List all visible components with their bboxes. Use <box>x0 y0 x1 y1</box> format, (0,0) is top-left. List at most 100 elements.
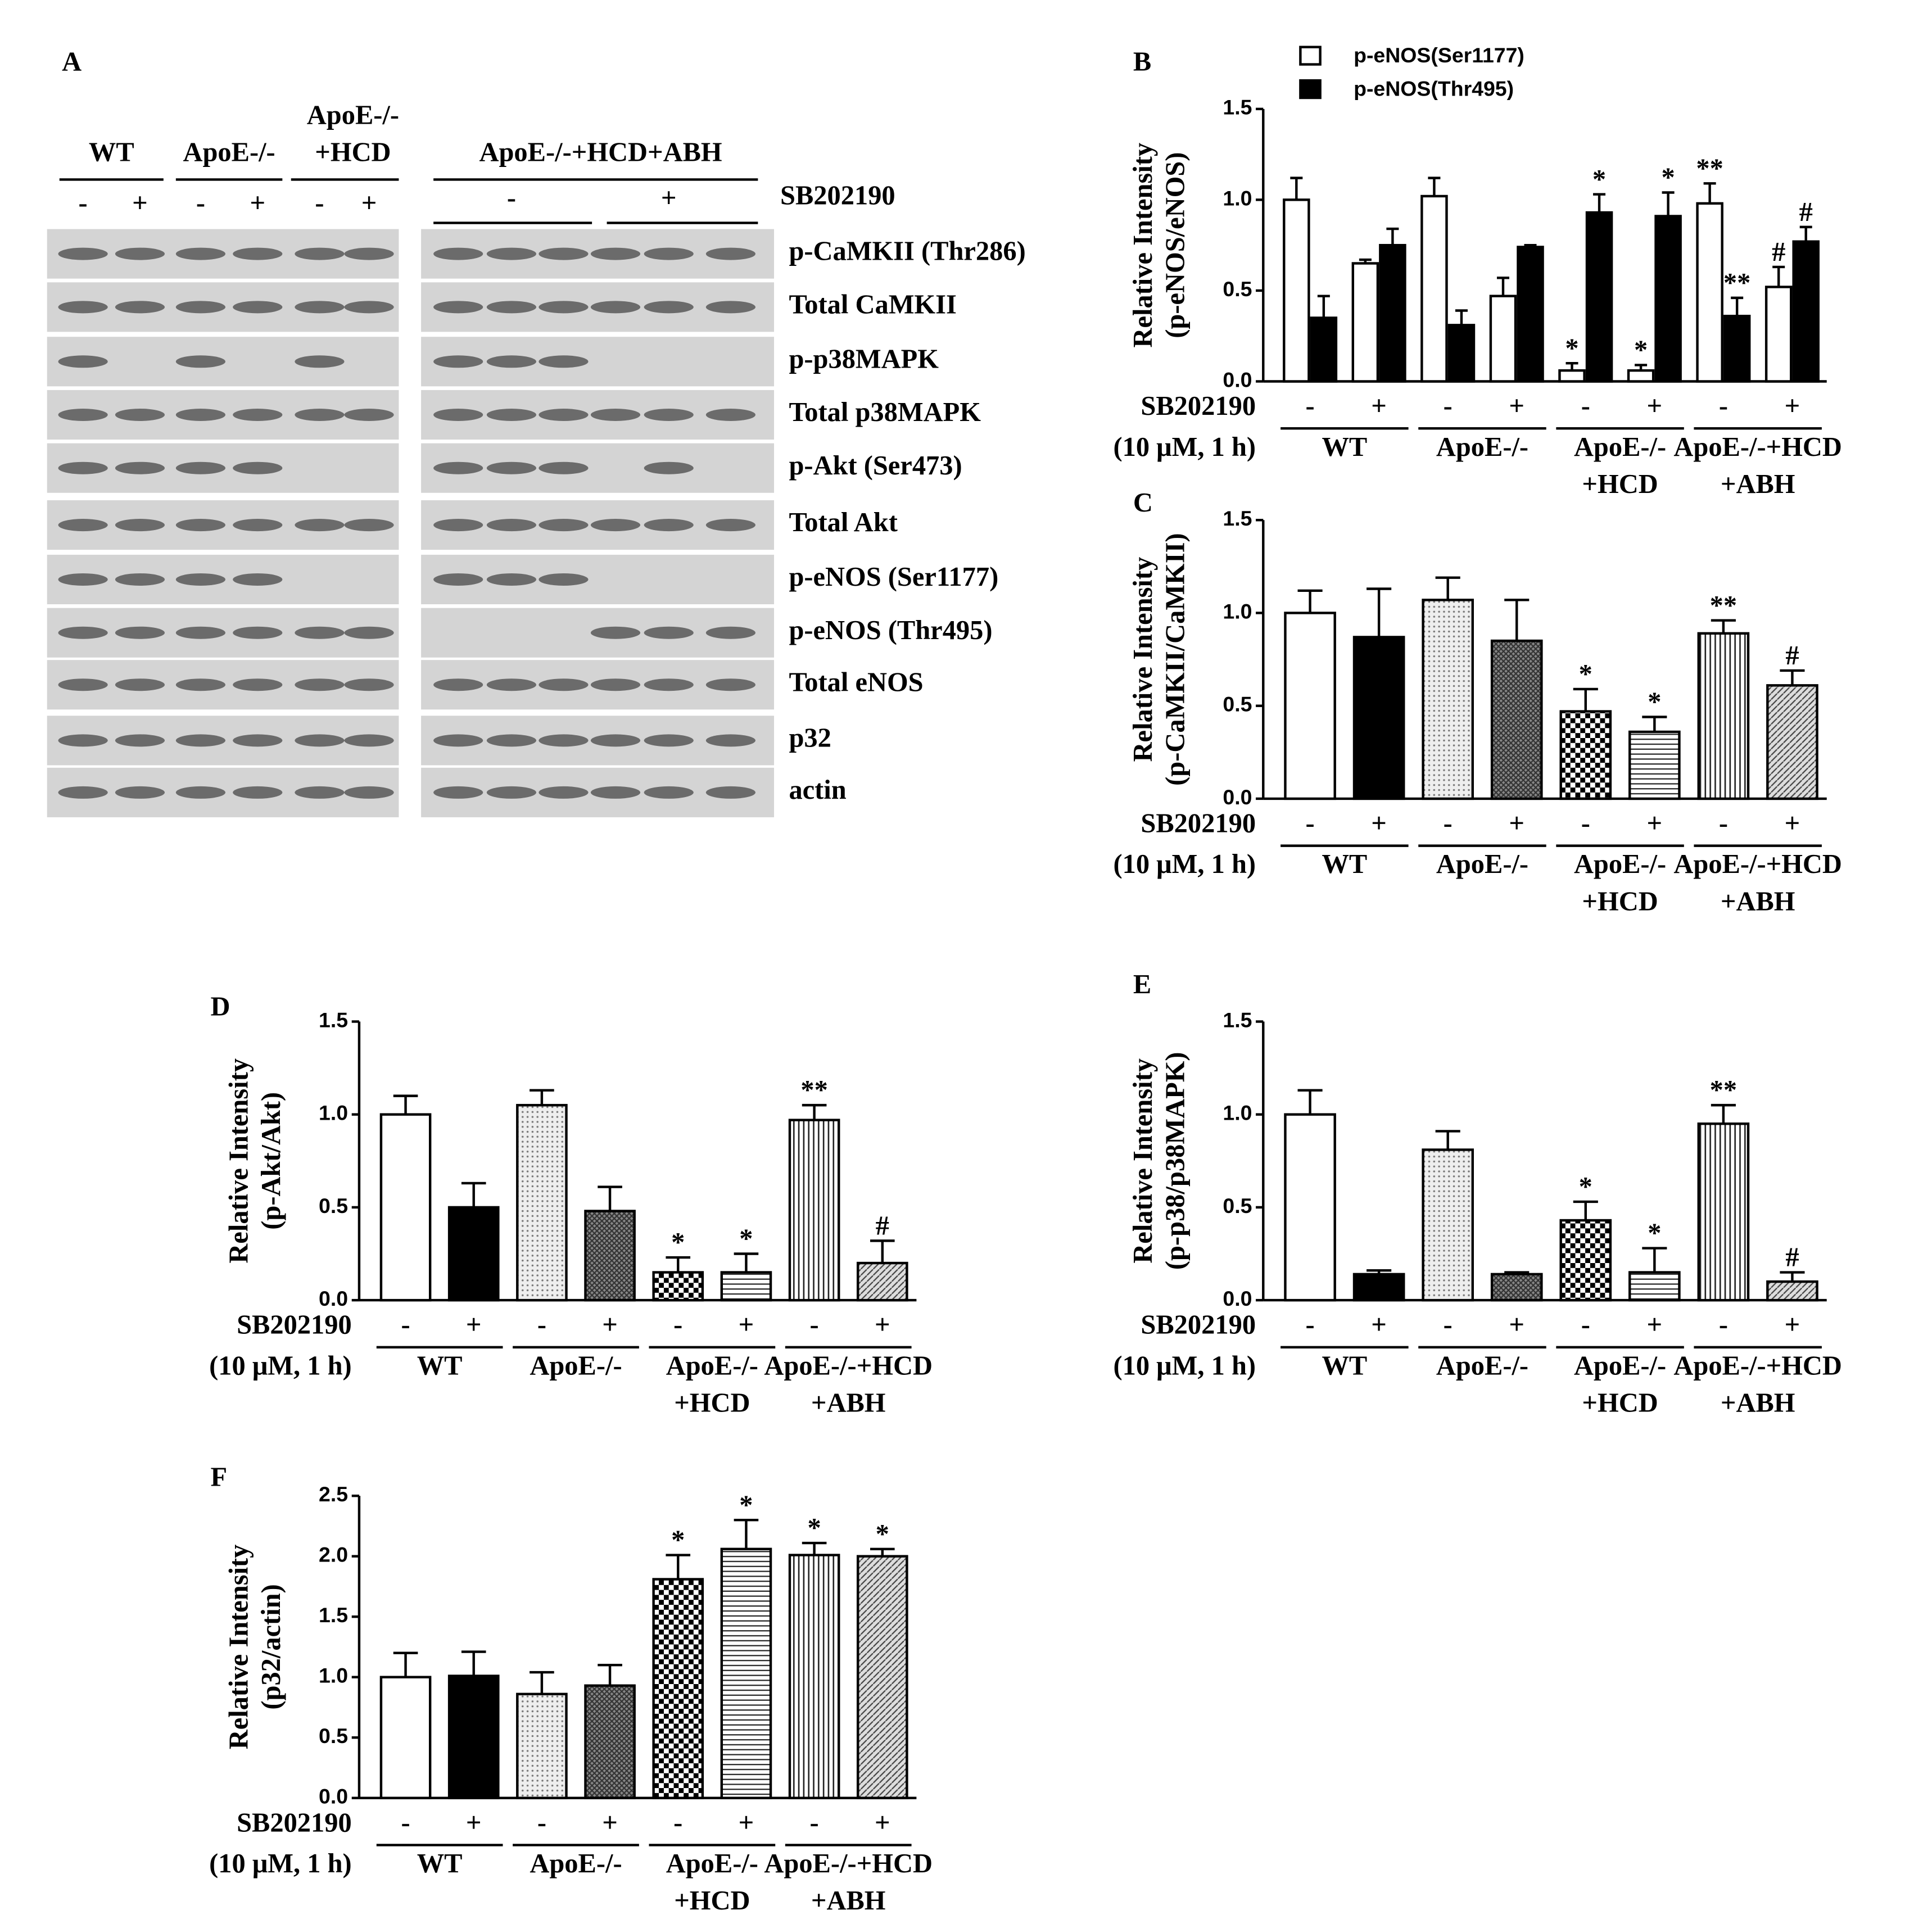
x-axis-label: SB202190 <box>237 1310 352 1340</box>
blot-band <box>115 573 165 586</box>
blot-band <box>58 408 108 422</box>
blot-band <box>705 301 755 314</box>
bar <box>447 1206 500 1302</box>
annotation: ** <box>1696 153 1723 183</box>
blot-band <box>705 734 755 747</box>
blot-band <box>233 301 283 314</box>
row-label: Total CaMKII <box>789 289 956 319</box>
y-tick-label: 1.0 <box>1223 1101 1252 1125</box>
legend-label: p-eNOS(Thr495) <box>1354 77 1514 101</box>
blot-band <box>115 301 165 314</box>
group-label: WT <box>1322 849 1367 879</box>
blot-band <box>233 573 283 586</box>
panel-letter: A <box>62 47 82 77</box>
x-axis-label: (10 μM, 1 h) <box>1113 849 1256 879</box>
x-tick-label: - <box>1719 391 1728 421</box>
y-tick-label: 2.5 <box>319 1482 348 1506</box>
blot-band <box>644 461 694 474</box>
x-tick-label: - <box>673 1310 682 1340</box>
bar <box>652 1578 704 1799</box>
x-tick-label: + <box>1785 1310 1800 1340</box>
blot-band <box>344 626 394 639</box>
bar <box>1284 1113 1336 1302</box>
bar <box>379 1113 432 1302</box>
y-tick-label: 1.5 <box>1223 96 1252 119</box>
legend-label: p-eNOS(Ser1177) <box>1354 43 1524 67</box>
annotation: * <box>1579 659 1592 689</box>
blot-band <box>58 786 108 799</box>
x-tick-label: + <box>1371 1310 1387 1340</box>
x-tick-label: + <box>1371 391 1387 421</box>
blot-band <box>705 678 755 691</box>
y-axis-label: Relative Intensity <box>1128 557 1158 762</box>
bar <box>1352 636 1405 800</box>
annotation: * <box>1648 1219 1661 1248</box>
y-tick-label: 1.5 <box>319 1008 348 1031</box>
x-tick-label: + <box>1647 808 1663 838</box>
group-label: ApoE-/- <box>183 137 275 167</box>
sign: + <box>250 188 265 218</box>
blot-band <box>433 519 483 532</box>
group-label: WT <box>417 1849 463 1879</box>
row-label: p-eNOS (Thr495) <box>789 615 992 645</box>
blot-band <box>486 734 536 747</box>
blot-band <box>115 461 165 474</box>
blot-band <box>705 626 755 639</box>
group-label: ApoE-/-+HCD <box>1673 849 1842 879</box>
blot-band <box>590 519 641 532</box>
x-tick-label: + <box>1509 1310 1524 1340</box>
group-label: +ABH <box>1721 1388 1795 1418</box>
blot-band <box>295 734 345 747</box>
blot-band <box>344 301 394 314</box>
x-tick-label: + <box>1647 391 1663 421</box>
row-label: p-Akt (Ser473) <box>789 451 962 481</box>
y-tick-label: 0.5 <box>1223 693 1252 716</box>
y-tick-label: 1.0 <box>1223 186 1252 210</box>
bar <box>856 1555 908 1799</box>
x-axis-label: (10 μM, 1 h) <box>209 1351 352 1381</box>
sign: - <box>79 188 88 218</box>
blot-band <box>433 734 483 747</box>
bar <box>1654 215 1682 383</box>
annotation: * <box>1592 165 1606 194</box>
blot-band <box>175 626 225 639</box>
y-tick-label: 1.5 <box>1223 506 1252 530</box>
blot-band <box>58 247 108 260</box>
blot-band <box>344 519 394 532</box>
annotation: * <box>876 1519 889 1549</box>
y-axis-label: Relative Intensity <box>1128 1058 1158 1264</box>
blot-band <box>233 678 283 691</box>
blot-band <box>344 734 394 747</box>
bar <box>1764 286 1793 383</box>
legend-swatch <box>1299 79 1322 99</box>
x-tick-label: - <box>1306 1310 1315 1340</box>
x-tick-label: - <box>810 1808 819 1838</box>
blot-band <box>486 355 536 368</box>
y-axis-label: (p-CaMKII/CaMKII) <box>1160 533 1190 786</box>
y-tick-label: 0.5 <box>1223 277 1252 301</box>
panel-letter: C <box>1133 488 1153 518</box>
y-tick-label: 0.0 <box>319 1785 348 1808</box>
annotation: # <box>876 1211 889 1241</box>
blot-band <box>115 678 165 691</box>
blot-band <box>539 734 589 747</box>
row-label: actin <box>789 775 846 805</box>
annotation: * <box>1661 163 1675 193</box>
x-tick-label: + <box>1371 808 1387 838</box>
bar <box>1447 324 1476 383</box>
blot-band <box>233 734 283 747</box>
blot-band <box>539 461 589 474</box>
y-axis-label: Relative Intensity <box>224 1058 254 1264</box>
blot-band <box>486 573 536 586</box>
row-label: Total Akt <box>789 508 897 537</box>
group-label: +HCD <box>674 1886 750 1916</box>
blot-band <box>295 678 345 691</box>
group-label: WT <box>1322 432 1367 462</box>
y-axis-label: (p32/actin) <box>256 1584 286 1709</box>
bar <box>1697 632 1750 800</box>
blot-band <box>344 786 394 799</box>
blot-band <box>115 408 165 422</box>
blot-band <box>58 573 108 586</box>
x-tick-label: + <box>1509 808 1524 838</box>
y-axis-label: Relative Intensity <box>1128 143 1158 348</box>
